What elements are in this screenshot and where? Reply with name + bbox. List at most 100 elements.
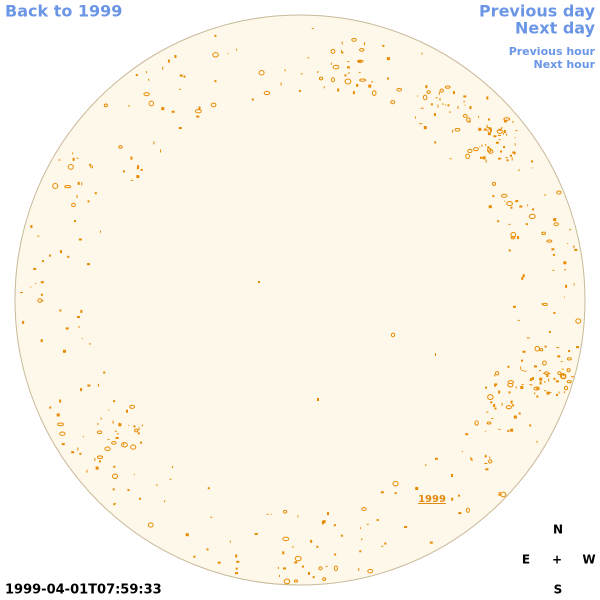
- spot: [322, 577, 327, 581]
- spot: [506, 201, 513, 207]
- spot: [534, 345, 540, 352]
- spot: [510, 400, 513, 404]
- spot: [148, 100, 155, 107]
- spot: [196, 115, 200, 118]
- spot: [358, 71, 361, 73]
- spot: [236, 560, 240, 563]
- spot: [487, 394, 494, 401]
- spot: [532, 208, 535, 211]
- spot: [438, 91, 440, 95]
- spot: [563, 261, 567, 265]
- spot: [78, 238, 82, 241]
- spot: [458, 512, 462, 515]
- spot: [94, 457, 96, 461]
- spot: [509, 154, 512, 157]
- spot: [503, 146, 506, 149]
- spot: [72, 152, 74, 155]
- spot: [359, 527, 361, 530]
- spot: [462, 113, 468, 118]
- spot: [277, 566, 279, 569]
- spot: [465, 507, 470, 513]
- spot: [344, 74, 347, 77]
- spot: [562, 373, 565, 376]
- spot: [382, 44, 385, 47]
- spot: [71, 202, 76, 208]
- spot: [485, 454, 487, 457]
- spot: [332, 64, 340, 70]
- spot: [575, 346, 579, 349]
- spot: [529, 384, 533, 386]
- timestamp: 1999-04-01T07:59:33: [5, 583, 162, 598]
- spot: [566, 368, 571, 373]
- spot: [340, 534, 343, 537]
- spot: [510, 206, 513, 209]
- spot: [42, 299, 44, 302]
- spot: [486, 127, 490, 129]
- spot: [433, 113, 436, 117]
- spot: [311, 28, 314, 30]
- spot: [531, 167, 533, 169]
- spot: [486, 96, 489, 100]
- spot: [59, 431, 66, 436]
- spot: [330, 62, 332, 65]
- spot: [546, 374, 549, 378]
- previous-hour-link[interactable]: Previous hour: [509, 45, 596, 58]
- spot: [498, 390, 501, 394]
- spot: [133, 473, 135, 475]
- spot: [130, 444, 137, 450]
- spot: [103, 103, 108, 108]
- spot: [160, 149, 162, 153]
- spot: [61, 443, 65, 446]
- spot: [447, 104, 450, 107]
- next-hour-link[interactable]: Next hour: [534, 58, 596, 71]
- spot: [483, 128, 487, 131]
- spot: [317, 398, 319, 401]
- spot: [515, 130, 518, 132]
- spot: [138, 427, 140, 431]
- spot: [87, 200, 90, 203]
- spot: [130, 156, 133, 160]
- spot: [120, 442, 128, 448]
- spot: [122, 170, 125, 173]
- spot: [386, 77, 389, 80]
- spot: [138, 497, 141, 500]
- spot: [104, 446, 111, 451]
- spot: [155, 484, 158, 486]
- spot: [469, 106, 472, 110]
- spot: [37, 235, 40, 237]
- spot: [487, 129, 489, 132]
- spot: [312, 576, 315, 579]
- region-label[interactable]: 1999: [418, 494, 446, 505]
- spot: [116, 433, 119, 435]
- spot: [519, 205, 523, 208]
- spot: [510, 428, 514, 432]
- spot: [565, 284, 568, 288]
- spot: [133, 425, 136, 428]
- spot: [546, 391, 550, 395]
- spot: [99, 230, 101, 233]
- spot: [515, 200, 519, 203]
- spot: [95, 466, 99, 470]
- spot: [499, 158, 502, 160]
- spot: [508, 391, 511, 394]
- spot: [517, 319, 520, 321]
- compass-south: S: [554, 583, 563, 597]
- spot: [98, 460, 101, 463]
- spot: [89, 163, 92, 166]
- spot: [512, 120, 514, 123]
- spot: [435, 97, 438, 99]
- spot: [557, 371, 562, 376]
- spot: [390, 100, 396, 105]
- spot: [136, 167, 139, 170]
- next-day-link[interactable]: Next day: [515, 19, 596, 38]
- spot: [67, 163, 74, 170]
- solar-disk: [14, 14, 586, 586]
- previous-day-link[interactable]: Previous day: [479, 2, 596, 21]
- spot: [465, 153, 470, 160]
- spot: [504, 200, 506, 202]
- back-link[interactable]: Back to 1999: [5, 2, 122, 21]
- spot: [337, 88, 340, 92]
- spot: [553, 311, 556, 314]
- spot: [318, 566, 323, 571]
- spot: [561, 368, 564, 370]
